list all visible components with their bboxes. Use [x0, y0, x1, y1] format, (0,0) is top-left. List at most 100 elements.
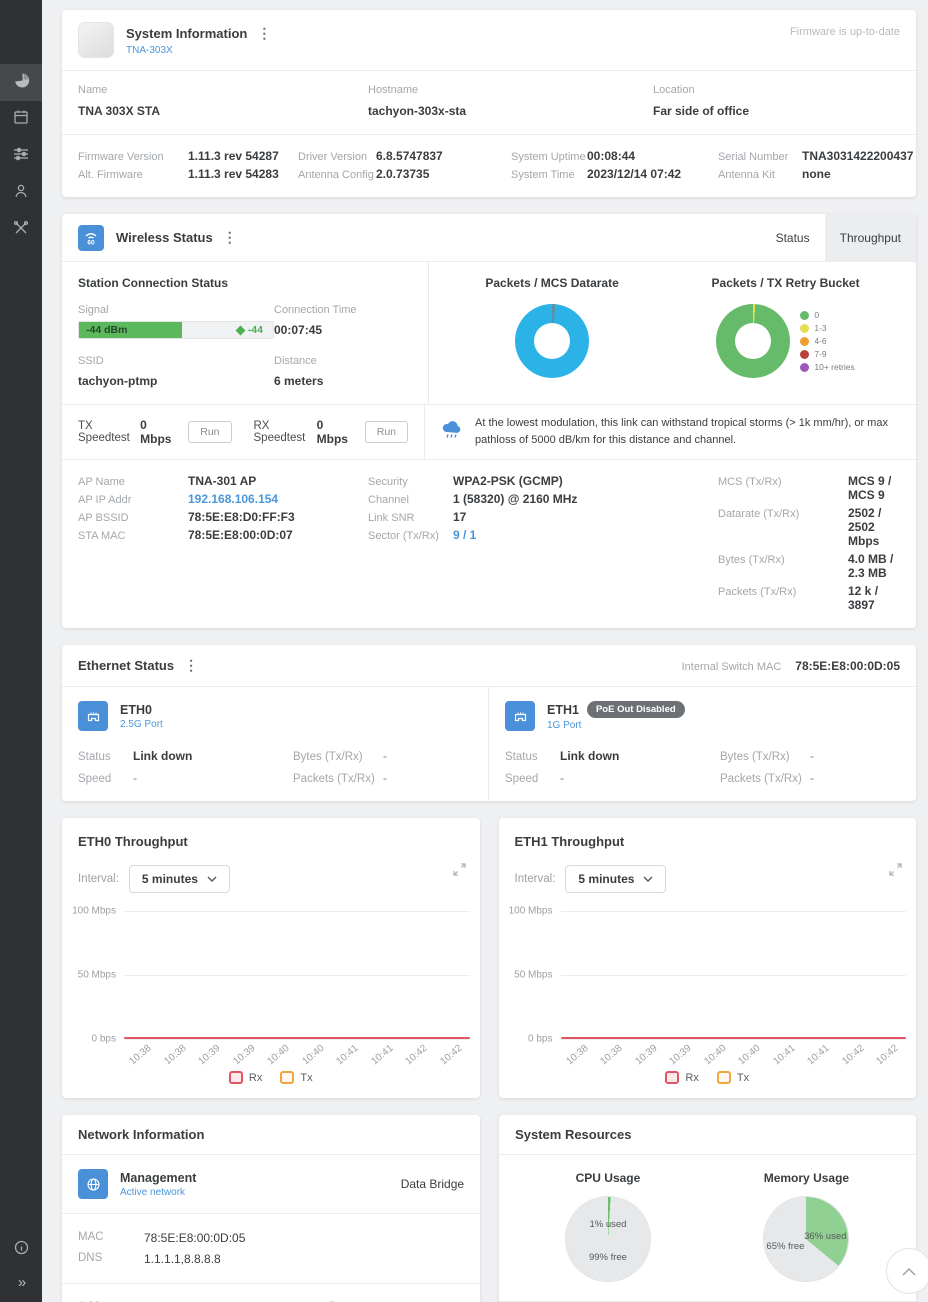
- tab-status[interactable]: Status: [775, 230, 810, 245]
- sta-mac-field: STA MAC 78:5E:E8:00:0D:07: [78, 528, 293, 542]
- status-field: Status Link down: [78, 749, 193, 763]
- rx-series-line: [560, 1037, 906, 1039]
- svg-text:60: 60: [87, 239, 95, 246]
- system-information-card: System Information ⋮ TNA-303X Firmware i…: [62, 10, 916, 197]
- calendar-icon: [13, 109, 29, 130]
- security-field: Security WPA2-PSK (GCMP): [368, 474, 563, 488]
- tools-icon: [13, 220, 29, 241]
- sector-link[interactable]: 9 / 1: [453, 528, 477, 542]
- ap-ip-field: AP IP Addr 192.168.106.154: [78, 492, 279, 506]
- rain-cloud-icon: [441, 420, 463, 445]
- signal-diamond-icon: [235, 325, 246, 335]
- wifi-60ghz-icon: 60: [78, 224, 104, 251]
- rx-speedtest-run-button[interactable]: Run: [364, 421, 408, 443]
- speed-field: Speed -: [505, 771, 564, 785]
- connection-time-field: Connection Time 00:07:45: [274, 304, 357, 337]
- field-alt-firmware: Alt. Firmware 1.11.3 rev 54283: [78, 167, 279, 181]
- field-system-time: System Time 2023/12/14 07:42: [511, 167, 682, 181]
- chart-legend: Rx Tx: [62, 1069, 480, 1098]
- device-model-link[interactable]: TNA-303X: [126, 44, 173, 56]
- packets-field: Packets (Tx/Rx) 12 k / 3897: [718, 584, 879, 612]
- active-network-label: Active network: [120, 1186, 186, 1198]
- wireless-status-card: 60 Wireless Status ⋮ Status Throughput S…: [62, 214, 916, 628]
- field-name: Name TNA 303X STA: [78, 84, 161, 118]
- chart-legend: Rx Tx: [499, 1069, 917, 1098]
- packets-field: Packets (Tx/Rx) -: [293, 771, 387, 785]
- main-content: System Information ⋮ TNA-303X Firmware i…: [42, 0, 928, 1302]
- port-name: ETH0: [120, 702, 152, 717]
- packets-field: Packets (Tx/Rx) -: [720, 771, 814, 785]
- status-field: Status Link down: [505, 749, 620, 763]
- rx-series-line: [124, 1037, 470, 1039]
- poe-disabled-badge: PoE Out Disabled: [586, 701, 685, 718]
- switch-mac-value: 78:5E:E8:00:0D:05: [795, 658, 900, 673]
- card-title: ETH1 Throughput: [514, 834, 625, 849]
- ethernet-port-icon: [78, 701, 108, 731]
- legend-tx[interactable]: Tx: [716, 1071, 749, 1084]
- card-title: System Resources: [515, 1127, 632, 1142]
- tx-speedtest-run-button[interactable]: Run: [188, 421, 232, 443]
- mcs-datarate-chart: Packets / MCS Datarate: [485, 276, 619, 390]
- bytes-field: Bytes (Tx/Rx) -: [293, 749, 387, 763]
- card-title: Ethernet Status: [78, 658, 175, 673]
- sidebar-item-account[interactable]: [0, 175, 42, 212]
- field-antenna-config: Antenna Config 2.0.73735: [298, 167, 430, 181]
- sidebar-item-settings[interactable]: [0, 138, 42, 175]
- sidebar-item-about[interactable]: [0, 1234, 42, 1266]
- interval-select[interactable]: 5 minutes: [565, 865, 667, 893]
- eth1-throughput-card: ETH1 Throughput Interval: 5 minutes 100 …: [498, 818, 917, 1098]
- field-hostname: Hostname tachyon-303x-sta: [368, 84, 467, 118]
- signal-bar-fill: -44 dBm: [79, 322, 182, 338]
- expand-icon[interactable]: [889, 863, 902, 881]
- ap-bssid-field: AP BSSID 78:5E:E8:D0:FF:F3: [78, 510, 295, 524]
- eth0-port-panel: ETH0 2.5G Port Status Link down Bytes (Tx…: [62, 687, 489, 801]
- interval-label: Interval:: [514, 873, 556, 885]
- kebab-menu-icon[interactable]: ⋮: [184, 657, 199, 673]
- user-icon: [13, 183, 29, 204]
- eth0-throughput-card: ETH0 Throughput Interval: 5 minutes 100 …: [62, 818, 480, 1098]
- field-system-uptime: System Uptime 00:08:44: [511, 149, 636, 163]
- signal-field: Signal -44 dBm -44: [78, 304, 274, 339]
- expand-icon[interactable]: [452, 863, 466, 881]
- sidebar-item-tools[interactable]: [0, 212, 42, 249]
- legend-rx[interactable]: Rx: [228, 1071, 262, 1084]
- bridge-mode-label: Data Bridge: [400, 1177, 465, 1191]
- mcs-donut: [515, 304, 590, 378]
- cpu-used-label: 1% used: [589, 1219, 627, 1230]
- sidebar-collapse-button[interactable]: »: [0, 1266, 42, 1298]
- port-name: ETH1: [547, 702, 579, 717]
- mcs-field: MCS (Tx/Rx) MCS 9 / MCS 9: [718, 474, 892, 502]
- retry-legend: 0 1-3 4-6 7-9 10+ retries: [800, 307, 855, 375]
- memory-used-label: 36% used: [804, 1231, 847, 1242]
- card-title: System Information: [126, 25, 248, 41]
- kebab-menu-icon[interactable]: ⋮: [257, 24, 272, 41]
- kebab-menu-icon[interactable]: ⋮: [222, 229, 237, 245]
- card-title: Network Information: [78, 1127, 205, 1142]
- eth1-chart-plot: 100 Mbps 50 Mbps 0 bps: [509, 906, 906, 1045]
- legend-tx[interactable]: Tx: [280, 1071, 313, 1084]
- tx-speedtest-label: TX Speedtest: [78, 420, 130, 444]
- field-serial-number: Serial Number TNA3031422200437: [718, 149, 914, 163]
- chevron-down-icon: [207, 876, 217, 882]
- legend-rx[interactable]: Rx: [665, 1071, 699, 1084]
- port-speed-class: 2.5G Port: [120, 718, 163, 730]
- datarate-field: Datarate (Tx/Rx) 2502 / 2502 Mbps: [718, 506, 882, 548]
- interval-select[interactable]: 5 minutes: [128, 865, 230, 893]
- distance-field: Distance 6 meters: [274, 355, 324, 388]
- scroll-to-top-button[interactable]: [886, 1248, 928, 1294]
- dashboard-pie-icon: [13, 72, 30, 94]
- eth1-chart-xaxis: 10:38 10:38 10:39 10:39 10:40 10:40 10:41 10:41…: [563, 1042, 901, 1068]
- ap-ip-link[interactable]: 192.168.106.154: [188, 492, 279, 506]
- chevron-down-icon: [643, 876, 653, 882]
- retry-donut: [716, 304, 791, 378]
- sector-field: Sector (Tx/Rx) 9 / 1: [368, 528, 477, 542]
- rx-speedtest-value: 0 Mbps: [316, 418, 348, 446]
- sidebar-item-events[interactable]: [0, 101, 42, 138]
- ethernet-status-card: Ethernet Status ⋮ Internal Switch MAC 78…: [62, 645, 916, 801]
- network-information-card: Network Information Management Active ne…: [62, 1115, 481, 1302]
- tab-throughput[interactable]: Throughput: [824, 214, 916, 261]
- eth0-chart-xaxis: 10:38 10:38 10:39 10:39 10:40 10:40 10:41 10:41…: [127, 1042, 465, 1068]
- mac-field: MAC 78:5E:E8:00:0D:05: [78, 1231, 246, 1245]
- system-resources-card: System Resources CPU Usage 1% used 99% f…: [499, 1115, 916, 1302]
- sidebar-item-dashboard[interactable]: [0, 64, 42, 101]
